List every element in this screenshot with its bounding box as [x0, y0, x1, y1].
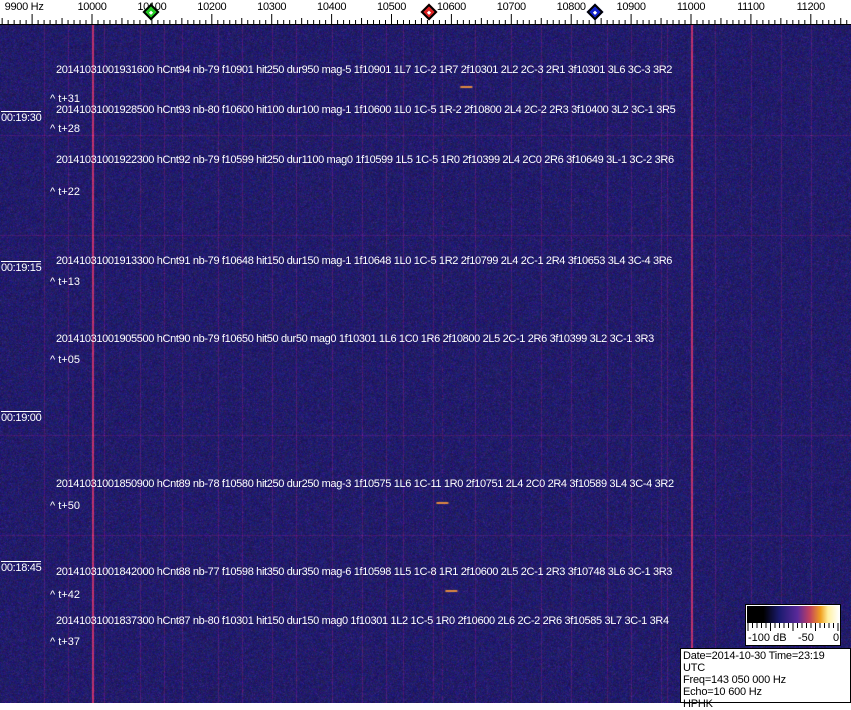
colorbar-ticks — [747, 623, 839, 631]
freq-label: 10200 — [197, 1, 227, 13]
echo-text: Echo=10 600 Hz — [683, 686, 762, 698]
time-delta-label: ^ t+50 — [50, 500, 80, 512]
colorbar-legend: -100 dB -50 0 — [745, 604, 841, 646]
time-delta-label: ^ t+22 — [50, 186, 80, 198]
detection-row: 20141031001922300 hCnt92 nb-79 f10599 hi… — [56, 154, 674, 166]
detection-row: 20141031001928500 hCnt93 nb-80 f10600 hi… — [56, 104, 676, 116]
time-delta-label: ^ t+37 — [50, 636, 80, 648]
info-box: Date=2014-10-30 Time=23:19 UTC Freq=143 … — [680, 648, 851, 710]
freq-label: 11000 — [676, 1, 706, 13]
station-text: HPHK — [683, 698, 713, 710]
time-delta-label: ^ t+42 — [50, 589, 80, 601]
frequency-ticks — [1, 14, 848, 25]
freq-label: 10300 — [257, 1, 287, 13]
freq-label: 10400 — [317, 1, 347, 13]
frequency-axis: 9900 Hz100001010010200103001040010500106… — [0, 0, 851, 25]
freq-label: 10600 — [436, 1, 466, 13]
colorbar-max-label: 0 — [833, 632, 840, 644]
detection-row: 20141031001842000 hCnt88 nb-77 f10598 hi… — [56, 566, 673, 578]
freq-label: 10700 — [496, 1, 526, 13]
colorbar-gradient — [747, 606, 839, 623]
freq-label: 10000 — [77, 1, 107, 13]
detection-row: 20141031001837300 hCnt87 nb-80 f10301 hi… — [56, 615, 669, 627]
time-label: 00:19:15 — [1, 261, 42, 274]
time-delta-label: ^ t+13 — [50, 276, 80, 288]
date-time-text: Date=2014-10-30 Time=23:19 UTC — [683, 650, 825, 674]
freq-label: 9900 Hz — [4, 1, 44, 13]
freq-text: Freq=143 050 000 Hz — [683, 674, 786, 686]
detection-row: 20141031001850900 hCnt89 nb-78 f10580 hi… — [56, 478, 674, 490]
colorbar-min-label: -100 dB — [748, 632, 787, 644]
freq-label: 10800 — [556, 1, 586, 13]
detection-row: 20141031001905500 hCnt90 nb-79 f10650 hi… — [56, 333, 654, 345]
spectrogram-waterfall[interactable] — [0, 25, 851, 703]
colorbar-mid-label: -50 — [798, 632, 814, 644]
freq-label: 10500 — [376, 1, 407, 13]
detection-row: 20141031001913300 hCnt91 nb-79 f10648 hi… — [56, 255, 673, 267]
time-label: 00:19:00 — [1, 411, 42, 424]
freq-label: 11100 — [737, 1, 765, 13]
time-delta-label: ^ t+28 — [50, 123, 80, 135]
freq-label: 10900 — [616, 1, 646, 13]
time-delta-label: ^ t+31 — [50, 93, 80, 105]
detection-row: 20141031001931600 hCnt94 nb-79 f10901 hi… — [56, 64, 673, 76]
freq-label: 11200 — [796, 1, 826, 13]
time-delta-label: ^ t+05 — [50, 354, 80, 366]
time-label: 00:18:45 — [1, 561, 42, 574]
time-label: 00:19:30 — [1, 111, 42, 124]
